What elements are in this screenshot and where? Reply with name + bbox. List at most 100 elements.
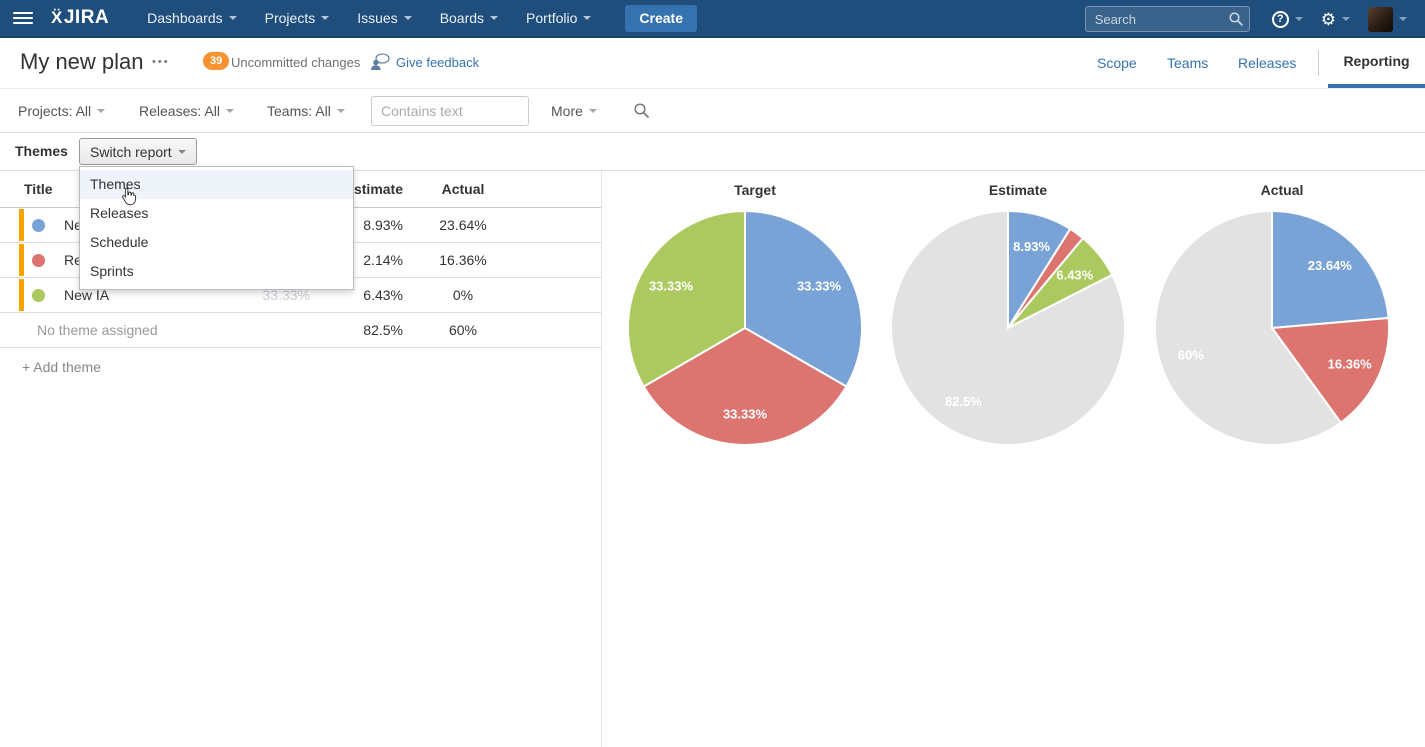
pie-chart-canvas: 33.33% 33.33% 33.33% bbox=[625, 208, 885, 448]
search-input[interactable] bbox=[1084, 6, 1250, 32]
chevron-down-icon bbox=[490, 16, 499, 20]
nav-issues[interactable]: Issues bbox=[357, 10, 412, 26]
settings-menu[interactable]: ⚙ bbox=[1321, 11, 1350, 28]
pie-slice-label: 60% bbox=[1178, 347, 1204, 362]
hamburger-menu-icon[interactable] bbox=[13, 9, 33, 27]
tab-reporting[interactable]: Reporting bbox=[1328, 38, 1425, 88]
actual-value: 23.64% bbox=[439, 217, 487, 233]
avatar bbox=[1368, 6, 1393, 32]
help-icon: ? bbox=[1271, 10, 1289, 28]
tab-scope[interactable]: Scope bbox=[1097, 55, 1137, 71]
plan-more-button[interactable]: ••• bbox=[152, 56, 170, 68]
global-search bbox=[1084, 6, 1250, 32]
switch-report-button[interactable]: Switch report bbox=[79, 138, 197, 165]
theme-title: Re bbox=[64, 252, 82, 268]
estimate-value: 8.93% bbox=[363, 217, 403, 233]
chevron-down-icon bbox=[403, 16, 412, 20]
chevron-down-icon bbox=[1342, 17, 1350, 21]
give-feedback-label: Give feedback bbox=[396, 54, 480, 70]
filter-bar: Projects: All Releases: All Teams: All M… bbox=[0, 88, 1425, 133]
nav-dashboards[interactable]: Dashboards bbox=[147, 10, 237, 26]
switch-report-dropdown: Themes Releases Schedule Sprints bbox=[79, 166, 354, 290]
plan-header: My new plan ••• 39 Uncommitted changes G… bbox=[0, 38, 1425, 88]
actual-value: 16.36% bbox=[439, 252, 487, 268]
pie-slice-theme-blue bbox=[744, 209, 864, 388]
search-icon[interactable] bbox=[1228, 11, 1244, 30]
nav-projects[interactable]: Projects bbox=[265, 10, 330, 26]
top-navbar: Ẍ JIRA Dashboards Projects Issues Boards… bbox=[0, 0, 1425, 38]
pie-slice-theme-green bbox=[627, 209, 746, 388]
filter-search-icon[interactable] bbox=[633, 102, 650, 122]
pie-slice-label: 33.33% bbox=[797, 278, 842, 293]
column-actual: Actual bbox=[441, 181, 485, 197]
chevron-down-icon bbox=[1399, 17, 1407, 21]
pie-slice-label: 82.5% bbox=[945, 394, 982, 409]
table-row[interactable]: Re 2.14% 16.36% bbox=[0, 243, 601, 278]
teams-filter[interactable]: Teams: All bbox=[267, 103, 345, 119]
contains-text-input[interactable] bbox=[371, 96, 529, 126]
more-filters-button[interactable]: More bbox=[551, 103, 597, 119]
pie-slice-label: 33.33% bbox=[723, 406, 768, 421]
feedback-person-icon bbox=[371, 53, 390, 70]
estimate-value: 6.43% bbox=[363, 287, 403, 303]
gear-icon: ⚙ bbox=[1320, 9, 1336, 29]
theme-color-dot bbox=[32, 254, 45, 267]
help-menu[interactable]: ? bbox=[1271, 10, 1303, 28]
pie-chart-canvas: 23.64% 16.36% 60% bbox=[1152, 208, 1412, 448]
user-menu[interactable] bbox=[1368, 6, 1407, 32]
table-row[interactable]: New IA 33.33% 6.43% 0% bbox=[0, 278, 601, 313]
target-value: 33.33% bbox=[262, 287, 310, 303]
report-title: Themes bbox=[15, 143, 68, 159]
projects-filter[interactable]: Projects: All bbox=[18, 103, 106, 119]
chevron-down-icon bbox=[97, 109, 106, 113]
pie-chart-canvas: 8.93% 6.43% 82.5% bbox=[888, 208, 1148, 448]
pie-slice-label: 8.93% bbox=[1013, 239, 1050, 254]
no-theme-label: No theme assigned bbox=[37, 322, 158, 338]
tab-teams[interactable]: Teams bbox=[1167, 55, 1209, 71]
pie-slice-label: 6.43% bbox=[1056, 268, 1093, 283]
column-estimate: Estimate bbox=[344, 181, 403, 197]
chevron-down-icon bbox=[321, 16, 330, 20]
changed-indicator bbox=[19, 279, 24, 311]
changed-indicator bbox=[19, 244, 24, 276]
give-feedback-link[interactable]: Give feedback bbox=[370, 53, 479, 71]
add-theme-link[interactable]: + Add theme bbox=[22, 359, 102, 375]
pie-slice-unassigned bbox=[1154, 209, 1343, 446]
actual-value: 0% bbox=[452, 287, 474, 303]
chevron-down-icon bbox=[336, 109, 345, 113]
chart-title: Estimate bbox=[988, 182, 1048, 198]
tab-releases[interactable]: Releases bbox=[1238, 55, 1297, 71]
menu-item-schedule[interactable]: Schedule bbox=[90, 234, 149, 250]
chevron-down-icon bbox=[588, 109, 597, 113]
pie-slice-unassigned bbox=[890, 209, 1126, 446]
uncommitted-changes-label: Uncommitted changes bbox=[231, 55, 361, 70]
chevron-down-icon bbox=[583, 16, 592, 20]
nav-portfolio[interactable]: Portfolio bbox=[526, 10, 592, 26]
chevron-down-icon bbox=[177, 149, 186, 154]
menu-item-sprints[interactable]: Sprints bbox=[90, 263, 134, 279]
changed-indicator bbox=[19, 209, 24, 241]
table-row-no-theme[interactable]: No theme assigned 82.5% 60% bbox=[0, 313, 601, 348]
chart-title: Target bbox=[734, 182, 776, 198]
menu-item-releases[interactable]: Releases bbox=[90, 205, 149, 221]
jira-charlie-icon: Ẍ bbox=[51, 8, 63, 27]
jira-logo[interactable]: Ẍ JIRA bbox=[51, 7, 109, 29]
pie-slice-label: 16.36% bbox=[1328, 357, 1373, 372]
pie-slice-theme-red bbox=[642, 326, 848, 447]
estimate-value: 82.5% bbox=[363, 322, 403, 338]
target-pie-chart: Target 33.33% 33.33% 33.33% bbox=[625, 182, 885, 448]
estimate-value: 2.14% bbox=[363, 252, 403, 268]
main-nav: Dashboards Projects Issues Boards Portfo… bbox=[133, 10, 605, 26]
chevron-down-icon bbox=[225, 109, 234, 113]
releases-filter[interactable]: Releases: All bbox=[139, 103, 234, 119]
column-title: Title bbox=[24, 181, 53, 197]
actual-value: 60% bbox=[448, 322, 478, 338]
report-header: Themes Switch report bbox=[0, 133, 1425, 170]
theme-title: New IA bbox=[64, 287, 110, 303]
theme-color-dot bbox=[32, 219, 45, 232]
estimate-pie-chart: Estimate 8.93% 6.43% 82.5% bbox=[888, 182, 1148, 448]
create-button[interactable]: Create bbox=[625, 4, 697, 32]
menu-item-themes[interactable]: Themes bbox=[80, 170, 353, 199]
actual-pie-chart: Actual 23.64% 16.36% 60% bbox=[1152, 182, 1412, 448]
nav-boards[interactable]: Boards bbox=[440, 10, 499, 26]
